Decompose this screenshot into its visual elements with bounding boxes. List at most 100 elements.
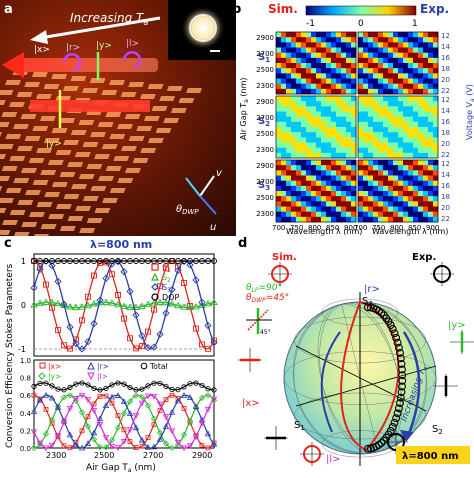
ytick-label: 2700	[256, 178, 274, 186]
heatmap-2-exp	[357, 95, 439, 159]
voltage-tick-label: 12	[441, 96, 450, 104]
conversion-ylabel: Conversion Efficiency	[5, 351, 15, 448]
exp-data-point	[377, 439, 386, 447]
legend-s1: S1	[162, 263, 171, 274]
xtick-label: 850	[408, 224, 421, 232]
s2-axis	[295, 365, 437, 407]
conversion-ytick: 0.6	[20, 392, 32, 400]
voltage-tick-label: 20	[441, 76, 450, 84]
panel-c-title: λ=800 nm	[90, 238, 152, 251]
voltage-tick-label: 14	[441, 171, 450, 179]
voltage-tick-label: 14	[441, 107, 450, 115]
conversion-ytick: 0.0	[20, 445, 31, 453]
ytick-label: 2500	[256, 130, 274, 138]
conversion-legend: |x> |r> Total |y> |l>	[38, 361, 168, 381]
ytick-label: 2900	[256, 34, 274, 42]
colorbar	[305, 5, 417, 16]
voltage-tick-label: 16	[441, 54, 450, 62]
state-y-label: |y>	[96, 41, 112, 51]
xtick-2700: 2700	[143, 451, 163, 460]
voltage-tick-label: 16	[441, 118, 450, 126]
exp-data-point	[392, 333, 401, 342]
xtick-2900: 2900	[192, 451, 212, 460]
voltage-tick-label: 22	[441, 215, 450, 223]
theta-dwp-label: θDWP=45°	[246, 293, 289, 304]
conversion-xlabel: Air Gap Ta (nm)	[86, 463, 156, 474]
ytick-label: 2700	[256, 114, 274, 122]
polarization-ellipse-icon	[450, 330, 474, 354]
stokes-ytick-1: 1	[21, 257, 26, 266]
voltage-tick-label: 18	[441, 193, 450, 201]
stokes-legend: S1 S2 S3 DOP	[151, 263, 179, 302]
exp-data-point	[398, 382, 406, 391]
xtick-label: 900	[426, 224, 439, 232]
legend-dop: DOP	[162, 293, 179, 302]
state-l-label: |l>	[326, 454, 341, 465]
colorbar-tick-mid: 0	[358, 19, 364, 29]
voltage-tick-label: 22	[441, 151, 450, 159]
exp-data-point	[398, 365, 406, 374]
conversion-ytick: 0.4	[20, 410, 32, 418]
conversion-ytick: 0.2	[20, 427, 31, 435]
heatmap-3-sim	[275, 159, 357, 223]
scale-bar	[210, 50, 220, 52]
polarization-ellipse-icon	[264, 426, 288, 450]
voltage-tick-label: 22	[441, 87, 450, 95]
exp-data-point	[396, 354, 405, 363]
ytick-label: 2500	[256, 194, 274, 202]
voltage-tick-label: 18	[441, 65, 450, 73]
conversion-ytick: 0.8	[20, 375, 31, 383]
sim-trajectory	[340, 301, 400, 452]
exp-data-point	[364, 444, 372, 453]
heatmap-1-sim	[275, 31, 357, 95]
xtick-label: 750	[372, 224, 385, 232]
xtick-label: 750	[290, 224, 303, 232]
legend-s3: S3	[162, 283, 171, 294]
exp-data-point	[390, 418, 399, 427]
sim-label: Sim.	[272, 252, 297, 263]
legend-s2: S2	[162, 273, 171, 284]
legend-total: Total	[149, 362, 168, 371]
ytick-label: 2300	[256, 146, 274, 154]
increasing-ta-label: Increasing Ta	[70, 11, 148, 27]
stokes-ytick-neg1: -1	[18, 345, 26, 354]
exp-title: Exp.	[420, 2, 449, 16]
xtick-label: 900	[344, 224, 357, 232]
voltage-tick-label: 20	[441, 204, 450, 212]
legend-y: |y>	[48, 372, 61, 381]
panel-a-label: a	[4, 2, 13, 17]
exp-data-point	[397, 388, 406, 397]
exp-data-point	[390, 329, 399, 338]
xtick-label: 700	[354, 224, 367, 232]
exp-data-point	[394, 404, 403, 413]
exp-data-point	[394, 343, 403, 352]
laser-beam-lower	[30, 100, 150, 112]
exp-data-point	[377, 309, 386, 317]
exp-data-point	[396, 399, 404, 408]
exp-data-point	[397, 359, 406, 368]
state-l-label: |l>	[126, 39, 139, 49]
exp-data-point	[392, 414, 401, 423]
exp-data-point	[393, 338, 402, 347]
panel-d-poincare: Sim. Exp. θLP=90° θDWP=45° 45° Increasin…	[238, 252, 474, 466]
panel-c-label: c	[4, 236, 12, 251]
panel-c: λ=800 nm 1 0 -1 Stokes Parameters S1 S2 …	[0, 236, 236, 474]
xtick-label: 700	[272, 224, 285, 232]
metasurface-grating	[0, 70, 202, 236]
ytick-label: 2300	[256, 210, 274, 218]
state-x-label: |x>	[242, 398, 260, 409]
polarization-ellipse-icon	[238, 348, 262, 372]
xtick-label: 800	[390, 224, 403, 232]
lambda-box-text: λ=800 nm	[402, 451, 459, 462]
ytick-label: 2700	[256, 50, 274, 58]
axis-v-icon	[199, 175, 215, 197]
voltage-tick-label: 12	[441, 160, 450, 168]
state-y-bottom-label: |y>	[46, 139, 62, 149]
exp-data-point	[393, 409, 402, 418]
panel-d-label: d	[238, 236, 248, 251]
circular-pol-icon	[62, 53, 82, 72]
s3-label: S3	[362, 296, 373, 308]
ytick-label: 2900	[256, 162, 274, 170]
heatmap-1-exp	[357, 31, 439, 95]
conversion-ytick: 1.0	[20, 357, 31, 365]
